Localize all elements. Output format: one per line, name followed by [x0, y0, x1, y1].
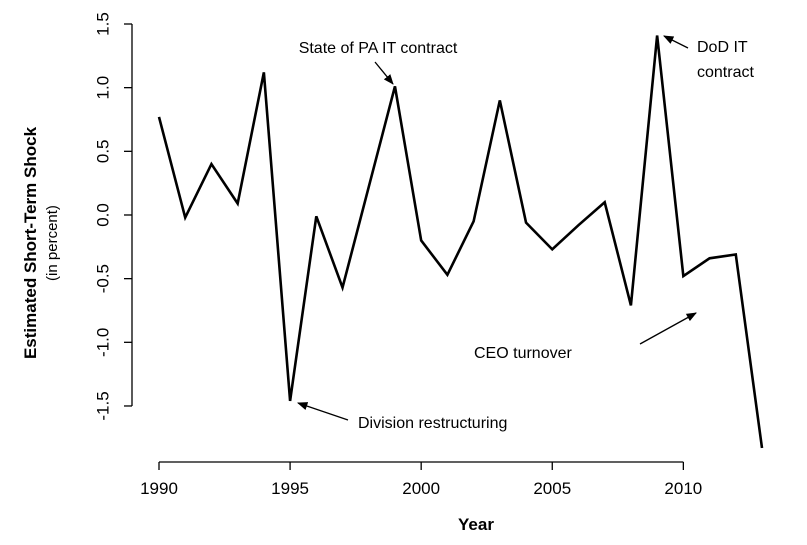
y-tick-label: 0.5: [93, 140, 112, 164]
annotation: contract: [697, 64, 754, 81]
annotation-arrow: [297, 402, 349, 421]
y-tick-label: 1.5: [93, 12, 112, 36]
annotation: DoD IT: [697, 39, 748, 56]
annotation-arrow: [663, 35, 689, 49]
y-tick-label: -1.5: [93, 391, 112, 420]
x-axis-title: Year: [458, 515, 494, 534]
annotation: CEO turnover: [474, 345, 572, 362]
x-tick-label: 2000: [402, 479, 440, 498]
y-tick-label: -0.5: [93, 264, 112, 293]
y-tick-label: 1.0: [93, 76, 112, 100]
annotation-arrow: [374, 61, 394, 85]
x-tick-label: 2010: [664, 479, 702, 498]
x-tick-label: 2005: [533, 479, 571, 498]
y-axis-title: Estimated Short-Term Shock: [21, 126, 40, 359]
y-axis-subtitle: (in percent): [44, 205, 61, 281]
y-tick-label: -1.0: [93, 328, 112, 357]
annotation: State of PA IT contract: [299, 40, 458, 57]
annotation: Division restructuring: [358, 415, 507, 432]
y-tick-label: 0.0: [93, 203, 112, 227]
x-tick-label: 1990: [140, 479, 178, 498]
data-line: [157, 35, 764, 449]
annotation-arrow: [639, 312, 697, 345]
x-tick-label: 1995: [271, 479, 309, 498]
